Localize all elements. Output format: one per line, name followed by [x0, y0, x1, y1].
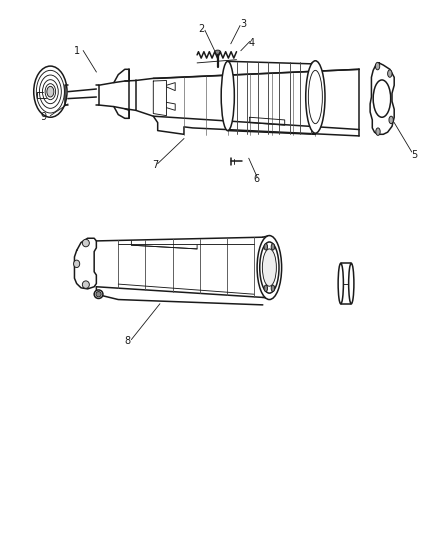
Ellipse shape: [264, 285, 268, 292]
Ellipse shape: [47, 86, 54, 97]
Ellipse shape: [375, 62, 380, 70]
Text: 5: 5: [411, 150, 417, 159]
Ellipse shape: [389, 116, 393, 124]
Ellipse shape: [74, 260, 80, 268]
Ellipse shape: [260, 242, 279, 293]
Ellipse shape: [221, 61, 234, 131]
Text: 2: 2: [198, 25, 205, 34]
Text: 4: 4: [249, 38, 255, 47]
Ellipse shape: [96, 292, 101, 297]
Ellipse shape: [82, 281, 89, 288]
Text: 8: 8: [124, 336, 130, 346]
Ellipse shape: [271, 285, 275, 292]
Ellipse shape: [388, 70, 392, 77]
Text: 1: 1: [74, 46, 80, 55]
Text: 3: 3: [240, 19, 246, 29]
Ellipse shape: [373, 80, 391, 117]
Text: 9: 9: [41, 112, 47, 122]
Text: 7: 7: [152, 160, 159, 170]
Ellipse shape: [306, 61, 325, 133]
Ellipse shape: [338, 263, 343, 304]
Text: 6: 6: [253, 174, 259, 183]
Ellipse shape: [349, 263, 354, 304]
Ellipse shape: [262, 249, 276, 286]
Ellipse shape: [82, 239, 89, 247]
Ellipse shape: [271, 244, 275, 250]
Ellipse shape: [34, 66, 67, 117]
Ellipse shape: [376, 128, 380, 135]
Ellipse shape: [94, 290, 103, 298]
Ellipse shape: [264, 244, 268, 250]
Ellipse shape: [257, 236, 282, 300]
Ellipse shape: [215, 50, 221, 54]
